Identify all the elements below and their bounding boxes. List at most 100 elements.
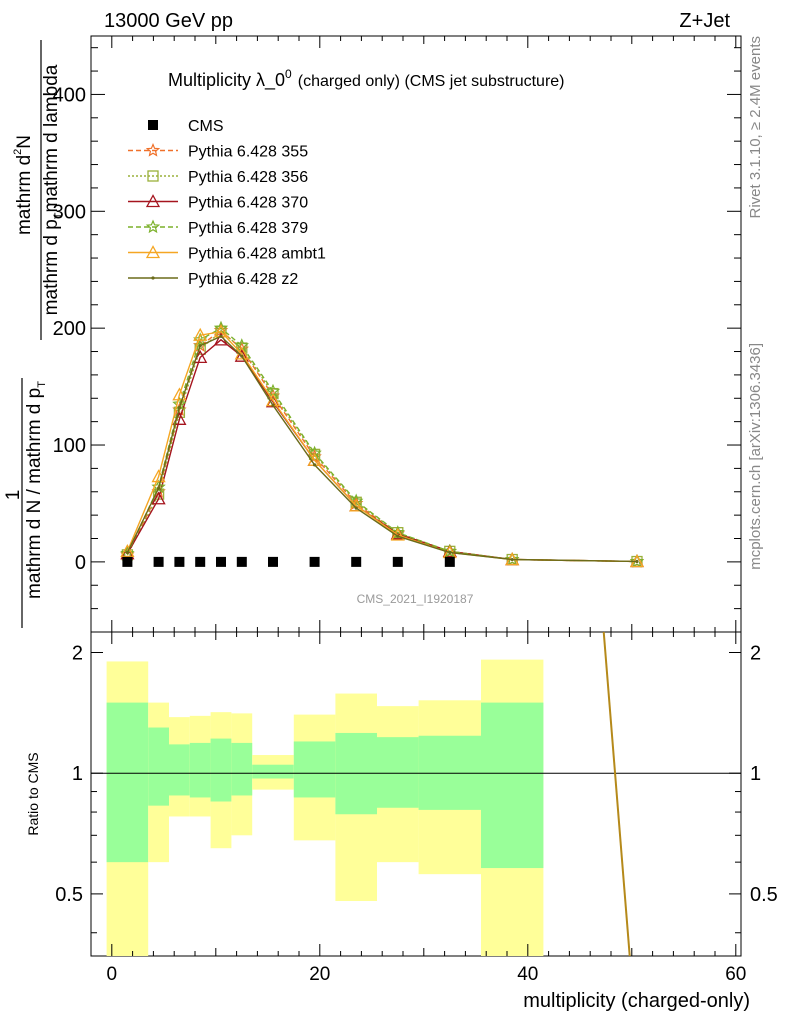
series-point (198, 344, 202, 348)
ratio-band-green (231, 742, 253, 796)
legend-marker-cms (148, 120, 158, 130)
series-point (349, 493, 364, 508)
series-line (126, 335, 638, 563)
legend-item: Pythia 6.428 370 (128, 194, 308, 212)
cms-data-point (444, 556, 455, 567)
legend-label: CMS (188, 118, 224, 135)
cms-data-point (236, 556, 247, 567)
legend-marker (151, 276, 155, 280)
axes-ticks: 0 20 40 60 0 100 200 300 400 0.5 0.5 1 1 2 2 (53, 36, 778, 985)
x-tick-label: 60 (725, 964, 746, 985)
y-tick-label: 400 (53, 84, 86, 106)
ratio-band-green (481, 702, 544, 869)
cms-data-point (153, 556, 164, 567)
y-label-den-b: mathrm d lambda (41, 64, 62, 212)
series-point (157, 486, 161, 490)
legend-label: Pythia 6.428 379 (188, 220, 308, 237)
series-line (126, 338, 638, 563)
y-label-den: mathrm d pTmathrm d lambda (41, 64, 65, 315)
cms-data-point (122, 556, 133, 567)
ratio-band-green (169, 744, 190, 796)
series-point (271, 403, 275, 407)
y-label-outer-den-sub: T (36, 381, 48, 388)
legend-label: Pythia 6.428 370 (188, 195, 308, 212)
cms-layer (122, 556, 455, 567)
series-point (234, 348, 249, 362)
series-line (126, 329, 638, 563)
chart-title: Multiplicity λ_00 (charged only) (CMS jet… (168, 67, 565, 91)
y-label-outer-den-a: mathrm d N / mathrm d p (24, 388, 45, 599)
legend-marker (147, 170, 159, 182)
ratio-band-green (189, 742, 211, 798)
legend-item: Pythia 6.428 356 (128, 169, 308, 186)
y-label-outer-den: mathrm d N / mathrm d pT (24, 381, 48, 599)
series-point (213, 320, 229, 335)
series-layer (120, 320, 645, 568)
ratio-mc-line (602, 631, 631, 957)
ratio-y-tick-label: 0.5 (55, 884, 83, 906)
ratio-y-tick-label: 2 (72, 643, 83, 665)
legend-label: Pythia 6.428 356 (188, 169, 308, 186)
series-point (313, 463, 317, 467)
legend-marker (145, 219, 161, 234)
x-tick-label: 20 (309, 964, 330, 985)
cms-data-point (351, 556, 362, 567)
series-point (629, 553, 645, 568)
chart-title-sub: (charged only) (CMS jet substructure) (298, 73, 565, 90)
series-point (307, 445, 322, 460)
y-tick-label: 200 (53, 318, 86, 340)
ratio-band-green (210, 738, 232, 802)
header-right: Z+Jet (679, 10, 730, 32)
series-point (193, 327, 208, 341)
chart-title-main: Multiplicity λ_0 (168, 70, 285, 91)
series-point (151, 491, 166, 505)
x-tick-label: 0 (107, 964, 118, 985)
main-y-axis-label: mathrm d2N mathrm d pTmathrm d lambda 1 … (3, 40, 65, 628)
legend-marker (145, 245, 161, 259)
series-point (505, 551, 520, 566)
legend-item: CMS (148, 118, 224, 135)
ratio-y-tick-label: 1 (72, 763, 83, 785)
cms-data-point (268, 556, 278, 567)
series-point (193, 350, 208, 364)
legend-item: Pythia 6.428 ambt1 (128, 245, 326, 263)
y-label-den-sub: T (53, 212, 65, 219)
ratio-bands (106, 659, 544, 956)
series-point (448, 550, 452, 555)
ratio-extra (91, 631, 741, 957)
ratio-y-axis-label: Ratio to CMS (25, 752, 41, 835)
x-tick-label: 40 (517, 964, 538, 985)
ratio-plot-frame (90, 631, 742, 957)
side-mcplots-label: mcplots.cern.ch [arXiv:1306.3436] (747, 343, 764, 570)
legend: CMS Pythia 6.428 355 Pythia 6.428 356 Pythi… (128, 118, 326, 288)
ratio-y-tick-label-right: 0.5 (750, 884, 778, 906)
ratio-y-tick-label-right: 1 (750, 763, 761, 785)
y-label-num-sup: 2 (12, 149, 24, 155)
series-point (240, 354, 244, 358)
series-point (635, 559, 639, 564)
y-label-num-a: mathrm d (14, 155, 35, 235)
legend-label: Pythia 6.428 z2 (188, 271, 298, 288)
cms-data-point (309, 556, 320, 567)
series-line (126, 330, 638, 563)
x-axis-label: multiplicity (charged-only) (523, 990, 750, 1012)
series-point (234, 341, 249, 356)
series-point (510, 557, 514, 562)
chart-title-sup: 0 (285, 67, 292, 81)
series-point (396, 534, 400, 538)
legend-item: Pythia 6.428 z2 (128, 271, 298, 288)
y-label-outer-num: 1 (3, 490, 24, 501)
series-point (120, 544, 135, 558)
legend-item: Pythia 6.428 355 (128, 142, 308, 161)
series-point (219, 334, 223, 338)
series-point (125, 550, 129, 555)
cms-data-point (216, 556, 226, 567)
series-point (354, 506, 358, 510)
series-point (177, 406, 181, 410)
ratio-band-green (252, 764, 294, 779)
legend-marker (145, 142, 161, 157)
cms-data-point (174, 556, 185, 567)
ratio-band-green (106, 702, 149, 863)
series-line (126, 330, 638, 563)
